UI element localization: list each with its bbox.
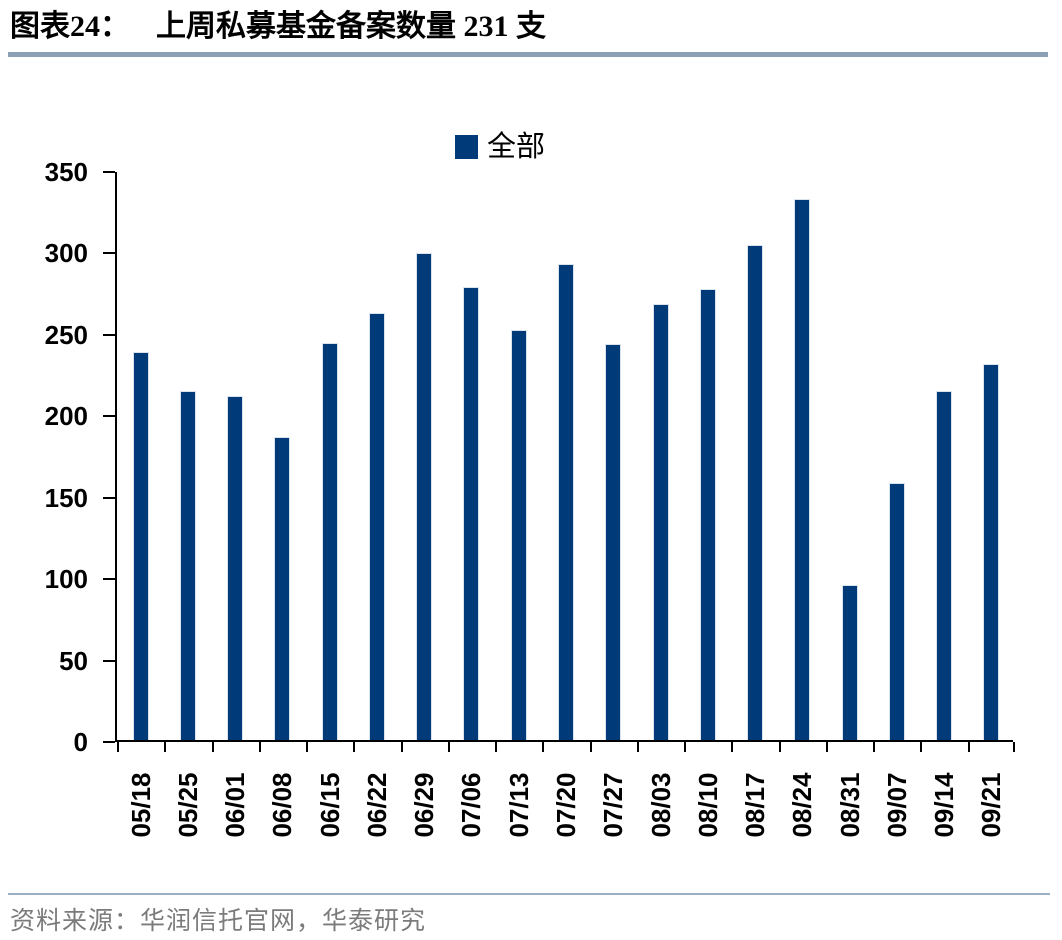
- x-axis-label: 07/06: [456, 772, 486, 838]
- bar-09/21: [983, 364, 999, 740]
- x-axis-tick: [117, 742, 119, 752]
- x-axis-tick: [731, 742, 733, 752]
- bar-05/18: [133, 352, 149, 740]
- x-axis-label: 06/01: [220, 772, 250, 838]
- bar-08/10: [700, 289, 716, 740]
- legend-label: 全部: [487, 131, 546, 163]
- figure-title-text: 上周私募基金备案数量 231 支: [156, 10, 546, 43]
- x-axis-label: 05/25: [173, 772, 203, 838]
- bar-09/07: [889, 483, 905, 740]
- x-axis-label: 07/13: [504, 772, 534, 838]
- x-axis-label: 06/15: [315, 772, 345, 838]
- bar-06/08: [274, 437, 290, 740]
- x-axis-label: 06/08: [267, 772, 297, 838]
- title-divider: [8, 52, 1048, 57]
- x-axis-tick: [920, 742, 922, 752]
- bar-07/06: [463, 287, 479, 740]
- x-axis-label: 09/14: [929, 772, 959, 838]
- x-axis-label: 08/03: [646, 772, 676, 838]
- x-axis-tick: [684, 742, 686, 752]
- x-axis-tick: [968, 742, 970, 752]
- legend-swatch: [455, 135, 478, 159]
- x-axis-tick: [353, 742, 355, 752]
- y-axis-label: 100: [44, 564, 88, 595]
- x-axis-label: 06/29: [409, 772, 439, 838]
- figure-number-label: 图表24：: [10, 10, 130, 43]
- x-axis-tick: [826, 742, 828, 752]
- bar-06/22: [369, 313, 385, 740]
- bar-06/01: [227, 396, 243, 740]
- y-axis-tick: [103, 659, 115, 662]
- bar-07/13: [511, 330, 527, 740]
- y-axis-label: 350: [44, 157, 88, 187]
- plot-area: 0 50 100 150 200 250 300 350 05/18 05/25 06/01 06/0…: [45, 157, 1015, 838]
- y-axis-tick: [103, 496, 115, 499]
- y-axis-label: 150: [44, 482, 88, 513]
- bar-09/14: [936, 391, 952, 740]
- bar-08/31: [842, 585, 858, 740]
- x-axis-tick: [637, 742, 639, 752]
- y-axis-tick: [103, 415, 115, 418]
- bar-05/25: [180, 391, 196, 740]
- y-axis-tick: [103, 252, 115, 255]
- x-axis-label: 07/20: [551, 772, 581, 838]
- source-text: 资料来源：华润信托官网，华泰研究: [10, 908, 427, 935]
- y-axis-tick: [103, 333, 115, 336]
- x-axis-tick: [306, 742, 308, 752]
- footer-divider: [8, 893, 1050, 895]
- bar-07/20: [558, 264, 574, 740]
- y-axis-tick: [103, 171, 115, 173]
- x-axis-label: 06/22: [362, 772, 392, 838]
- bar-07/27: [605, 344, 621, 740]
- x-axis-label: 08/24: [787, 772, 817, 838]
- y-axis-label: 0: [73, 727, 88, 757]
- x-axis-label: 08/17: [740, 772, 770, 838]
- bar-06/15: [322, 343, 338, 740]
- bar-08/17: [747, 245, 763, 740]
- x-axis-tick: [542, 742, 544, 752]
- x-axis-tick: [1013, 742, 1015, 752]
- bar-08/24: [794, 199, 810, 740]
- x-axis-tick: [401, 742, 403, 752]
- x-axis-tick: [590, 742, 592, 752]
- y-axis-label: 250: [44, 319, 88, 350]
- figure-title: 图表24： 上周私募基金备案数量 231 支: [10, 6, 1050, 48]
- x-axis-tick: [779, 742, 781, 752]
- x-axis-tick: [495, 742, 497, 752]
- x-axis-label: 07/27: [598, 772, 628, 838]
- x-axis-label: 09/21: [976, 772, 1006, 838]
- bar-06/29: [416, 253, 432, 740]
- x-axis-label: 09/07: [882, 772, 912, 838]
- x-axis-tick: [259, 742, 261, 752]
- x-axis-label: 05/18: [126, 772, 156, 838]
- x-axis-tick: [164, 742, 166, 752]
- y-axis-label: 300: [44, 238, 88, 269]
- x-axis-tick: [448, 742, 450, 752]
- x-axis-label: 08/31: [835, 772, 865, 838]
- y-axis-label: 50: [59, 645, 88, 676]
- x-axis-tick: [212, 742, 214, 752]
- x-axis-label: 08/10: [693, 772, 723, 838]
- bar-08/03: [653, 304, 669, 740]
- x-axis-tick: [873, 742, 875, 752]
- chart-legend: 全部: [455, 131, 546, 163]
- y-axis-tick: [103, 578, 115, 581]
- y-axis-tick: [103, 741, 115, 743]
- y-axis-label: 200: [44, 401, 88, 432]
